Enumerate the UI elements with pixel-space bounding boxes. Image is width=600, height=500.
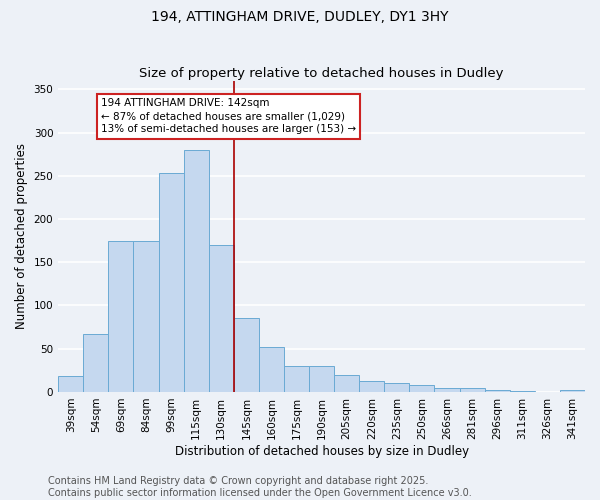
Bar (334, 374, 359, 392)
Bar (385, 384, 409, 392)
Text: Contains HM Land Registry data © Crown copyright and database right 2025.
Contai: Contains HM Land Registry data © Crown c… (48, 476, 472, 498)
Bar (409, 385, 434, 392)
Bar (58, 376, 83, 392)
X-axis label: Distribution of detached houses by size in Dudley: Distribution of detached houses by size … (175, 444, 469, 458)
Text: 194, ATTINGHAM DRIVE, DUDLEY, DY1 3HY: 194, ATTINGHAM DRIVE, DUDLEY, DY1 3HY (151, 10, 449, 24)
Bar (133, 240, 158, 392)
Bar (158, 173, 184, 392)
Bar (184, 150, 209, 392)
Bar (359, 380, 385, 392)
Bar (434, 388, 460, 392)
Bar (234, 318, 259, 392)
Bar (259, 347, 284, 392)
Bar (209, 245, 234, 392)
Text: 194 ATTINGHAM DRIVE: 142sqm
← 87% of detached houses are smaller (1,029)
13% of : 194 ATTINGHAM DRIVE: 142sqm ← 87% of det… (101, 98, 356, 134)
Bar (284, 366, 309, 392)
Title: Size of property relative to detached houses in Dudley: Size of property relative to detached ho… (139, 66, 504, 80)
Bar (309, 366, 334, 392)
Bar (83, 334, 109, 392)
Bar (560, 390, 585, 392)
Bar (460, 388, 485, 392)
Bar (109, 240, 133, 392)
Y-axis label: Number of detached properties: Number of detached properties (15, 144, 28, 330)
Bar (485, 390, 510, 392)
Bar (510, 391, 535, 392)
